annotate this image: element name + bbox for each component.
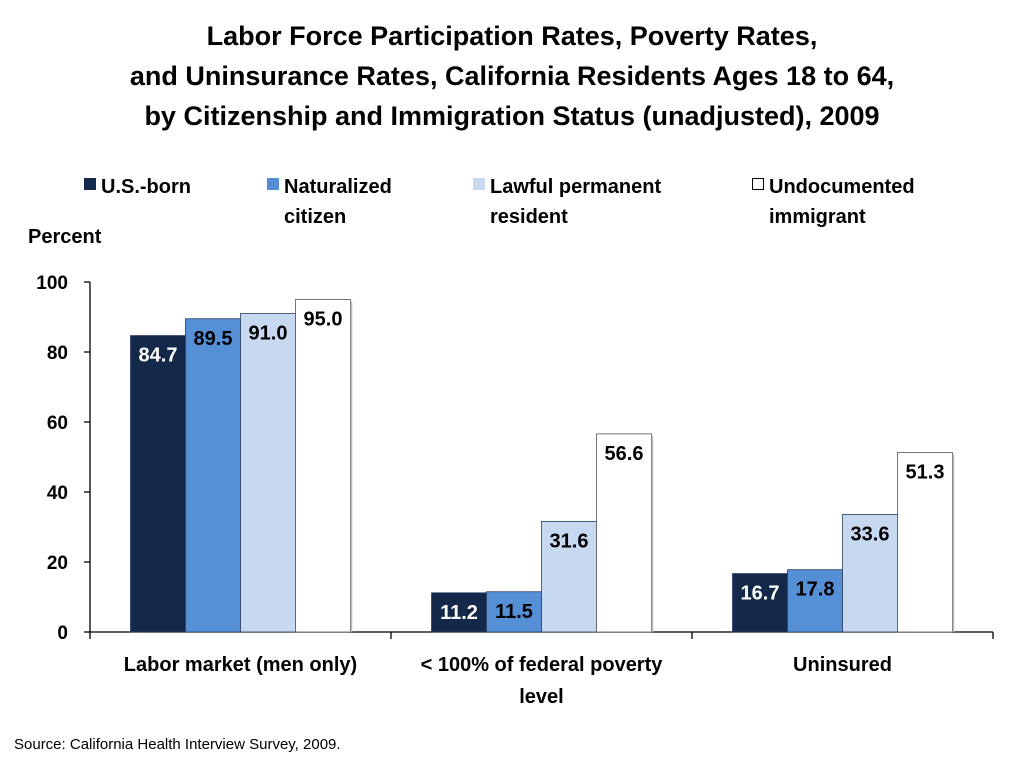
legend-item-us-born: U.S.-born bbox=[84, 172, 191, 202]
legend-label-undocumented-immigrant: Undocumented immigrant bbox=[769, 176, 915, 228]
y-tick-label: 80 bbox=[47, 343, 68, 364]
bar bbox=[130, 335, 186, 633]
data-label: 31.6 bbox=[550, 530, 589, 552]
legend-label-us-born: U.S.-born bbox=[101, 176, 191, 198]
data-label: 56.6 bbox=[605, 443, 644, 465]
bar bbox=[295, 299, 351, 633]
y-tick-label: 40 bbox=[47, 483, 68, 504]
bar bbox=[431, 592, 487, 633]
source-note: Source: California Health Interview Surv… bbox=[14, 736, 341, 753]
chart-title: Labor Force Participation Rates, Poverty… bbox=[0, 16, 1024, 136]
y-axis-label: Percent bbox=[28, 226, 102, 248]
data-label: 17.8 bbox=[796, 579, 835, 601]
legend-label-lawful-permanent-resident: Lawful permanent resident bbox=[490, 176, 662, 228]
x-category-label: Uninsured bbox=[793, 654, 892, 676]
bar bbox=[842, 514, 898, 633]
legend-swatch-us-born bbox=[84, 178, 96, 190]
bar bbox=[240, 313, 296, 633]
data-label: 95.0 bbox=[304, 309, 343, 331]
legend-item-naturalized-citizen: Naturalized citizen bbox=[267, 172, 392, 232]
title-line-2: and Uninsurance Rates, California Reside… bbox=[129, 61, 895, 91]
legend-swatch-undocumented-immigrant bbox=[752, 178, 764, 190]
bar bbox=[185, 318, 241, 633]
y-tick-label: 60 bbox=[47, 413, 68, 434]
data-label: 11.2 bbox=[440, 602, 478, 624]
y-tick-label: 0 bbox=[57, 623, 68, 644]
data-label: 33.6 bbox=[851, 523, 890, 545]
data-label: 11.5 bbox=[495, 601, 533, 623]
bar bbox=[897, 452, 953, 633]
x-category-label: < 100% of federal poverty bbox=[421, 654, 664, 676]
title-line-1: Labor Force Participation Rates, Poverty… bbox=[206, 21, 818, 51]
x-category-label: Labor market (men only) bbox=[124, 654, 357, 676]
bar bbox=[732, 573, 788, 633]
y-tick-label: 100 bbox=[36, 273, 68, 294]
legend-item-lawful-permanent-resident: Lawful permanent resident bbox=[473, 172, 661, 232]
bar bbox=[541, 521, 597, 633]
y-tick-label: 20 bbox=[47, 553, 68, 574]
bar bbox=[787, 569, 843, 633]
bar bbox=[596, 433, 652, 633]
legend-swatch-naturalized-citizen bbox=[267, 178, 279, 190]
legend-item-undocumented-immigrant: Undocumented immigrant bbox=[752, 172, 915, 232]
data-label: 84.7 bbox=[139, 345, 178, 367]
legend-label-naturalized-citizen: Naturalized citizen bbox=[284, 176, 392, 228]
data-label: 91.0 bbox=[249, 323, 288, 345]
data-label: 89.5 bbox=[194, 328, 233, 350]
legend-swatch-lawful-permanent-resident bbox=[473, 178, 485, 190]
bar bbox=[486, 591, 542, 633]
x-category-label: level bbox=[519, 686, 563, 708]
data-label: 51.3 bbox=[906, 461, 945, 483]
data-label: 16.7 bbox=[741, 583, 780, 605]
title-line-3: by Citizenship and Immigration Status (u… bbox=[144, 101, 880, 131]
